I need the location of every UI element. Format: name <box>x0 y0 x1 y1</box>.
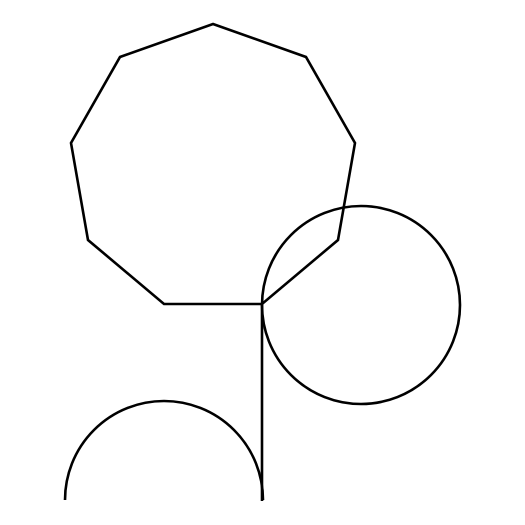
nonagon-shape <box>69 22 357 306</box>
semicircle-arc-shape <box>63 399 265 501</box>
